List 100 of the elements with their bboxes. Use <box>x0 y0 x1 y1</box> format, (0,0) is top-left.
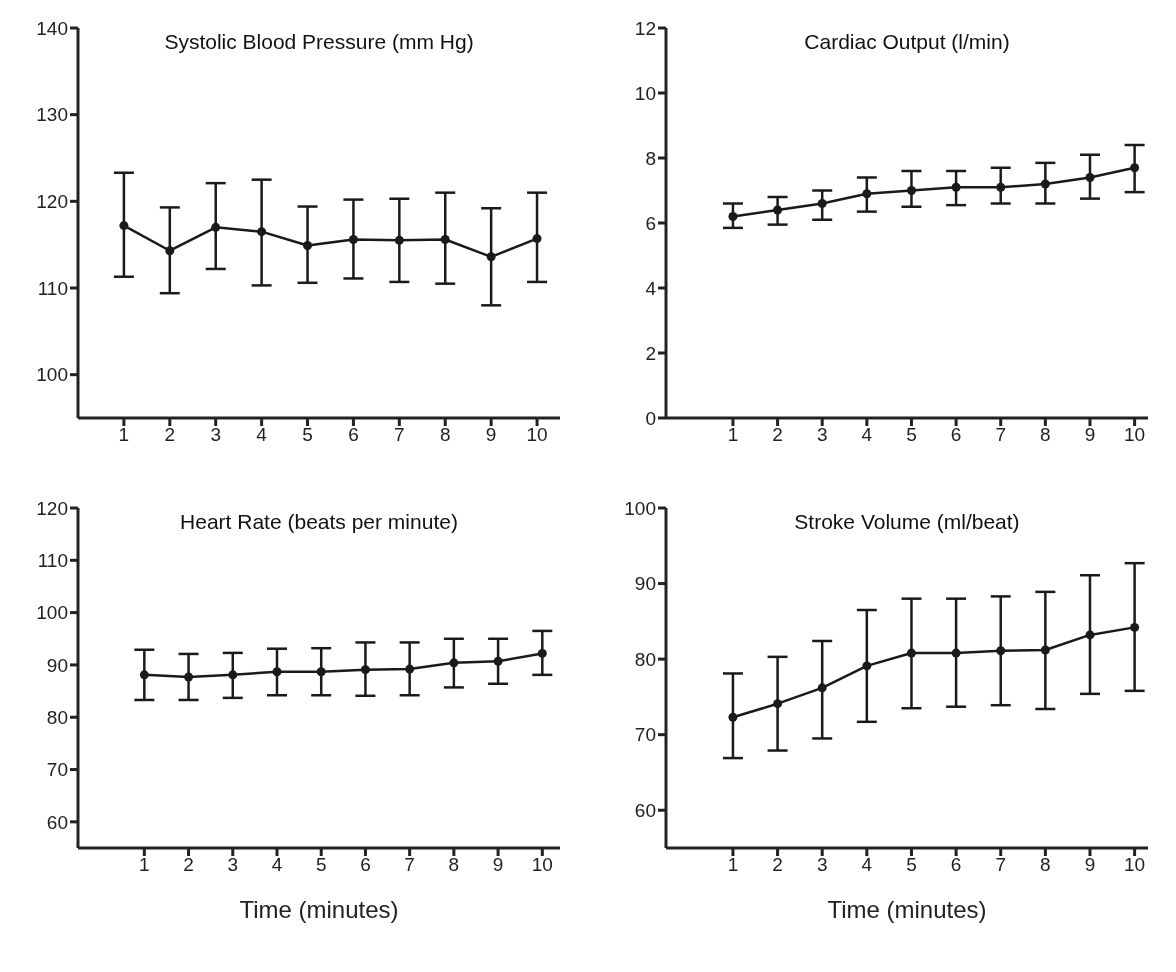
x-tick-label: 10 <box>531 854 553 876</box>
y-tick-label: 120 <box>36 497 68 519</box>
point <box>257 227 267 237</box>
y-tick-label: 140 <box>36 17 68 39</box>
y-tick-label: 90 <box>634 573 656 595</box>
point <box>773 699 783 709</box>
x-tick-label: 9 <box>1084 854 1096 876</box>
x-tick-label: 7 <box>404 854 415 876</box>
point <box>228 670 238 680</box>
y-tick-label: 10 <box>634 82 656 104</box>
point <box>440 234 450 244</box>
x-tick-label: 2 <box>772 854 783 876</box>
point <box>728 712 738 722</box>
chart-title: Heart Rate (beats per minute) <box>179 510 459 534</box>
y-tick-label: 100 <box>36 602 68 624</box>
point <box>316 667 326 677</box>
x-tick-label: 6 <box>348 424 359 446</box>
point <box>996 646 1006 656</box>
point <box>405 664 415 674</box>
point <box>394 235 404 245</box>
point <box>1040 179 1050 189</box>
x-tick-label: 3 <box>227 854 239 876</box>
x-tick-label: 5 <box>315 854 327 876</box>
y-tick-label: 4 <box>645 277 657 299</box>
chart-title: Stroke Volume (ml/beat) <box>793 510 1021 534</box>
point <box>165 246 175 256</box>
x-tick-label: 7 <box>394 424 405 446</box>
x-tick-label: 8 <box>1040 424 1051 446</box>
point <box>728 212 738 221</box>
x-tick-label: 1 <box>118 424 130 446</box>
y-tick-label: 80 <box>634 648 656 670</box>
y-tick-label: 80 <box>46 706 68 728</box>
x-axis-title: Time (minutes) <box>239 896 399 923</box>
x-tick-label: 8 <box>439 424 451 446</box>
x-tick-label: 5 <box>302 424 313 446</box>
point <box>906 648 916 658</box>
chart-title: Cardiac Output (l/min) <box>803 30 1011 54</box>
y-tick-label: 130 <box>36 104 68 126</box>
x-tick-label: 4 <box>861 424 873 446</box>
y-tick-label: 8 <box>645 147 656 169</box>
x-tick-label: 9 <box>485 424 497 446</box>
chart-title: Systolic Blood Pressure (mm Hg) <box>163 30 475 54</box>
y-tick-label: 100 <box>36 364 68 386</box>
x-tick-label: 5 <box>906 854 917 876</box>
x-tick-label: 3 <box>210 424 221 446</box>
point <box>272 667 282 677</box>
x-tick-label: 8 <box>1040 854 1051 876</box>
point <box>1085 630 1095 640</box>
y-tick-label: 0 <box>645 407 656 429</box>
x-tick-label: 8 <box>448 854 460 876</box>
x-tick-label: 6 <box>950 854 962 876</box>
point <box>1130 622 1140 632</box>
point <box>862 189 872 199</box>
x-tick-label: 6 <box>950 424 962 446</box>
point <box>996 182 1006 192</box>
x-tick-label: 9 <box>492 854 504 876</box>
point <box>486 252 496 262</box>
x-tick-label: 7 <box>995 854 1007 876</box>
x-tick-label: 10 <box>526 424 548 446</box>
y-tick-label: 2 <box>645 342 656 364</box>
point <box>211 222 221 232</box>
point <box>139 670 149 680</box>
x-tick-label: 10 <box>1124 854 1146 876</box>
y-tick-label: 6 <box>645 212 656 234</box>
x-tick-label: 1 <box>727 424 739 446</box>
y-tick-label: 60 <box>634 799 656 821</box>
x-tick-label: 6 <box>360 854 371 876</box>
x-tick-label: 1 <box>139 854 150 876</box>
x-tick-label: 1 <box>727 854 739 876</box>
y-tick-label: 110 <box>37 277 68 299</box>
point <box>906 186 916 195</box>
x-tick-label: 5 <box>906 424 917 446</box>
y-tick-label: 100 <box>624 497 656 519</box>
point <box>537 648 547 658</box>
x-tick-label: 4 <box>271 854 283 876</box>
x-tick-label: 7 <box>995 424 1007 446</box>
x-tick-label: 9 <box>1084 424 1096 446</box>
x-tick-label: 3 <box>816 424 828 446</box>
x-tick-label: 10 <box>1124 424 1146 446</box>
x-tick-label: 2 <box>772 424 783 446</box>
x-tick-label: 4 <box>256 424 268 446</box>
y-tick-label: 120 <box>36 191 68 213</box>
x-tick-label: 2 <box>183 854 194 876</box>
point <box>493 656 503 666</box>
point <box>348 234 358 244</box>
point <box>951 182 961 192</box>
x-tick-label: 4 <box>861 854 873 876</box>
point <box>773 205 783 215</box>
point <box>862 661 872 671</box>
y-tick-label: 70 <box>634 724 656 746</box>
point <box>360 665 370 675</box>
point <box>449 658 459 668</box>
point <box>1040 645 1050 655</box>
point <box>532 234 542 244</box>
point <box>184 672 194 682</box>
y-tick-label: 90 <box>46 654 68 676</box>
point <box>1085 173 1095 182</box>
point <box>119 221 129 231</box>
x-tick-label: 3 <box>816 854 828 876</box>
y-tick-label: 110 <box>37 550 68 572</box>
